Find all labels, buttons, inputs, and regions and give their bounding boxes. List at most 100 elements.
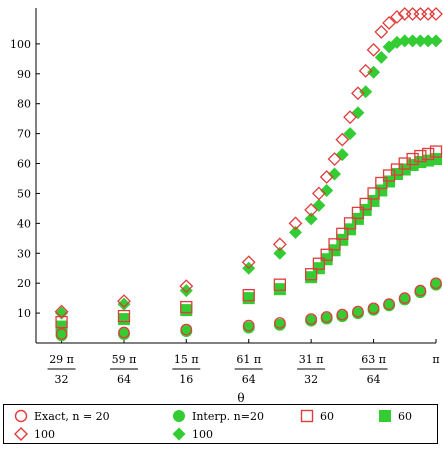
square-filled-icon (378, 409, 392, 423)
legend-item-60-exact: 60 (300, 407, 334, 425)
point-square-filled (117, 313, 130, 326)
point-diamond-open (272, 237, 287, 252)
axes: 10 20 30 40 50 60 70 80 90 100 29 π 32 59 π 64 15 π 16 6… (10, 8, 440, 386)
point-square-open (273, 278, 287, 291)
square-open-icon (300, 409, 314, 423)
point-square-open (367, 187, 380, 200)
point-square-open (336, 227, 349, 240)
point-circle-open (320, 311, 333, 323)
point-circle-open (398, 292, 411, 304)
circle-open-icon (14, 409, 28, 423)
y-tick-label: 40 (17, 217, 31, 230)
point-diamond-filled (328, 167, 342, 181)
point-circle-open (414, 284, 427, 297)
point-circle-open (305, 313, 317, 325)
x-tick-label-numerator: 59 π (112, 353, 137, 366)
x-tick-label-numerator: 61 π (236, 353, 261, 366)
point-diamond-open (304, 202, 319, 217)
x-tick-label-numerator: 29 π (49, 353, 74, 366)
point-square-open (359, 197, 372, 211)
point-circle-open (367, 302, 380, 315)
point-circle-open (336, 308, 349, 321)
point-diamond-open (390, 10, 404, 24)
point-circle-open (274, 317, 286, 329)
point-square-filled (367, 194, 380, 207)
point-square-open (351, 206, 365, 220)
point-circle-open (430, 277, 442, 290)
point-diamond-open (343, 110, 357, 125)
point-diamond-filled (273, 246, 287, 260)
point-square-open (375, 176, 388, 190)
point-square-open (180, 300, 193, 314)
y-tick-label: 10 (17, 307, 31, 320)
point-diamond-filled (406, 34, 420, 48)
point-diamond-filled (398, 34, 412, 48)
point-square-filled (242, 292, 255, 305)
point-square-open (312, 257, 326, 270)
y-tick-label: 50 (17, 187, 31, 200)
point-diamond-open (421, 7, 436, 21)
point-square-open (429, 145, 443, 158)
x-tick-label-denominator: 16 (179, 373, 193, 386)
y-tick-label: 80 (17, 98, 31, 111)
point-diamond-open (382, 16, 397, 30)
point-diamond-open (117, 294, 131, 309)
legend: Exact, n = 20 Interp. n=20 60 60 100 100 (3, 404, 438, 444)
legend-label: 100 (34, 427, 55, 441)
point-square-open (328, 238, 341, 251)
x-tick-label-numerator: 15 π (174, 353, 199, 366)
point-diamond-filled (343, 127, 357, 141)
legend-item-interp-n20: Interp. n=20 (172, 407, 264, 425)
point-square-open (343, 217, 357, 230)
circle-filled-icon (172, 409, 186, 423)
point-diamond-filled (421, 34, 435, 48)
legend-item-60-interp: 60 (378, 407, 412, 425)
data-marks (54, 7, 443, 342)
legend-label: 60 (320, 409, 334, 423)
y-tick-label: 100 (10, 38, 31, 51)
point-diamond-open (358, 63, 373, 78)
point-diamond-filled (289, 225, 303, 239)
point-circle-open (352, 305, 364, 318)
point-diamond-filled (179, 284, 193, 298)
point-circle-open (383, 298, 395, 310)
point-diamond-open (351, 86, 365, 101)
point-diamond-open (319, 170, 334, 184)
point-diamond-filled (320, 183, 334, 197)
legend-item-exact-n20: Exact, n = 20 (14, 407, 110, 425)
x-axis-label: θ (237, 391, 244, 404)
point-diamond-open (327, 152, 342, 166)
point-diamond-filled (374, 50, 388, 64)
point-diamond-filled (413, 34, 427, 48)
point-diamond-filled (117, 297, 131, 311)
y-tick-label: 90 (17, 68, 31, 81)
point-square-filled (273, 283, 286, 296)
y-tick-label: 70 (17, 128, 31, 141)
point-diamond-open (311, 186, 326, 201)
point-diamond-filled (429, 34, 443, 48)
y-tick-label: 60 (17, 158, 31, 171)
point-square-open (406, 152, 419, 166)
point-circle-open (242, 319, 255, 332)
point-diamond-filled (351, 106, 365, 120)
point-diamond-open (179, 279, 194, 294)
point-diamond-open (288, 216, 303, 231)
point-diamond-open (405, 7, 420, 21)
x-tick-label-denominator: 64 (367, 373, 381, 386)
diamond-open-icon (14, 427, 28, 441)
point-diamond-open (413, 7, 428, 21)
point-square-open (421, 147, 435, 161)
point-diamond-filled (312, 198, 326, 212)
point-square-open (320, 248, 333, 261)
x-tick-label-numerator: 31 π (299, 353, 324, 366)
point-diamond-filled (335, 148, 349, 162)
point-diamond-open (335, 132, 350, 147)
point-square-open (242, 288, 255, 302)
point-square-open (398, 157, 411, 170)
point-square-open (117, 309, 131, 323)
x-tick-label-denominator: 32 (55, 373, 69, 386)
y-tick-label: 30 (17, 247, 31, 260)
x-tick-label-numerator: 63 π (361, 353, 386, 366)
y-tick-label: 20 (17, 277, 31, 290)
legend-label: Exact, n = 20 (34, 409, 110, 423)
